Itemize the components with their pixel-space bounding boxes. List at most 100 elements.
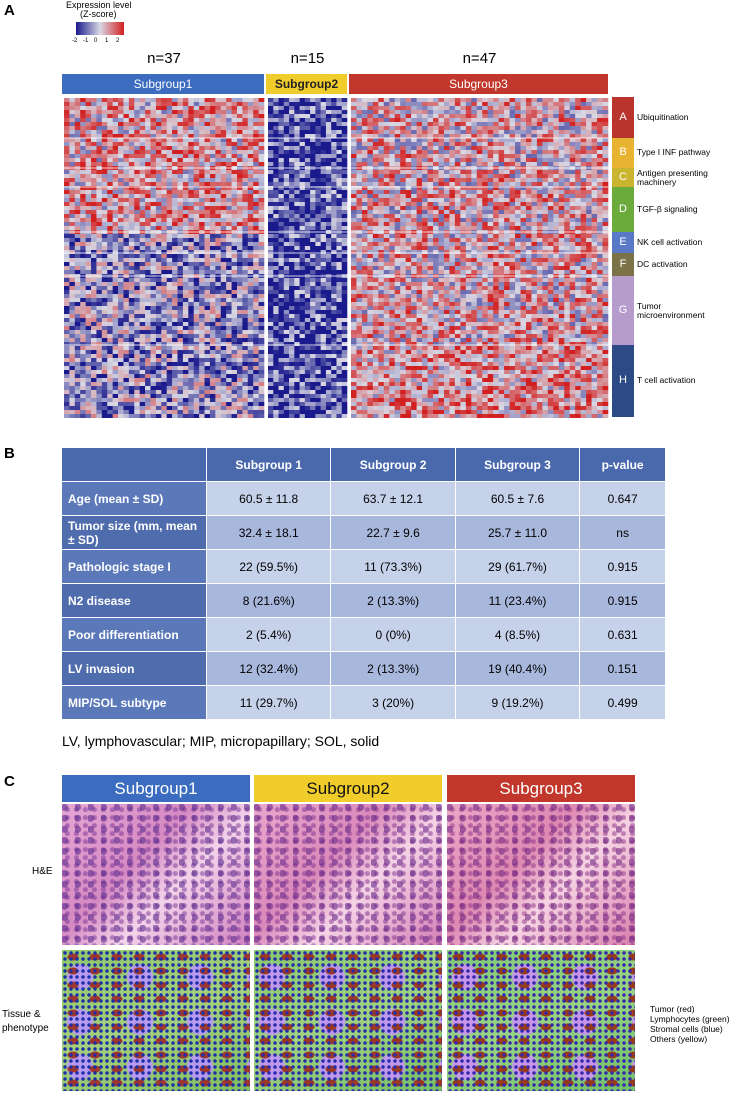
heatmap-cell: [488, 142, 494, 146]
heatmap-cell: [294, 206, 300, 210]
heatmap-cell: [253, 270, 259, 274]
heatmap-cell: [493, 114, 499, 118]
heatmap-cell: [69, 130, 75, 134]
heatmap-cell: [342, 138, 348, 142]
heatmap-cell: [433, 134, 439, 138]
heatmap-cell: [69, 174, 75, 178]
heatmap-cell: [102, 98, 108, 102]
heatmap-cell: [156, 146, 162, 150]
heatmap-cell: [167, 226, 173, 230]
heatmap-cell: [575, 154, 581, 158]
heatmap-cell: [107, 122, 113, 126]
heatmap-cell: [75, 98, 81, 102]
heatmap-cell: [586, 198, 592, 202]
heatmap-cell: [140, 210, 146, 214]
heatmap-cell: [167, 278, 173, 282]
heatmap-cell: [273, 278, 279, 282]
heatmap-cell: [362, 170, 368, 174]
heatmap-cell: [603, 118, 609, 122]
heatmap-cell: [156, 282, 162, 286]
heatmap-cell: [199, 126, 205, 130]
heatmap-cell: [356, 134, 362, 138]
heatmap-cell: [575, 122, 581, 126]
heatmap-cell: [75, 290, 81, 294]
heatmap-cell: [145, 142, 151, 146]
heatmap-cell: [64, 134, 70, 138]
heatmap-cell: [118, 102, 124, 106]
heatmap-cell: [542, 266, 548, 270]
heatmap-cell: [504, 202, 510, 206]
heatmap-cell: [315, 98, 321, 102]
heatmap-cell: [205, 222, 211, 226]
heatmap-cell: [80, 254, 86, 258]
heatmap-cell: [482, 198, 488, 202]
heatmap-cell: [488, 258, 494, 262]
heatmap-cell: [356, 126, 362, 130]
heatmap-cell: [553, 142, 559, 146]
heatmap-cell: [167, 154, 173, 158]
heatmap-cell: [592, 246, 598, 250]
heatmap-cell: [194, 218, 200, 222]
heatmap-cell: [444, 150, 450, 154]
heatmap-cell: [64, 130, 70, 134]
heatmap-cell: [581, 178, 587, 182]
heatmap-cell: [134, 266, 140, 270]
heatmap-cell: [199, 286, 205, 290]
heatmap-cell: [232, 126, 238, 130]
heatmap-cell: [300, 282, 306, 286]
heatmap-cell: [188, 162, 194, 166]
heatmap-cell: [336, 154, 342, 158]
heatmap-cell: [140, 206, 146, 210]
heatmap-cell: [75, 150, 81, 154]
heatmap-cell: [172, 158, 178, 162]
heatmap-cell: [305, 190, 311, 194]
heatmap-cell: [210, 122, 216, 126]
heatmap-cell: [504, 270, 510, 274]
heatmap-cell: [455, 286, 461, 290]
heatmap-cell: [91, 246, 97, 250]
heatmap-cell: [237, 198, 243, 202]
heatmap-cell: [400, 190, 406, 194]
heatmap-cell: [400, 178, 406, 182]
heatmap-cell: [289, 294, 295, 298]
heatmap-cell: [268, 214, 274, 218]
heatmap-cell: [305, 282, 311, 286]
heatmap-cell: [384, 222, 390, 226]
heatmap-cell: [331, 270, 337, 274]
heatmap-cell: [156, 214, 162, 218]
heatmap-cell: [537, 98, 543, 102]
heatmap-cell: [326, 110, 332, 114]
heatmap-cell: [389, 158, 395, 162]
heatmap-cell: [118, 138, 124, 142]
heatmap-cell: [156, 126, 162, 130]
heatmap-cell: [389, 278, 395, 282]
heatmap-cell: [91, 126, 97, 130]
heatmap-cell: [215, 126, 221, 130]
heatmap-cell: [356, 130, 362, 134]
heatmap-cell: [178, 266, 184, 270]
heatmap-cell: [444, 282, 450, 286]
heatmap-cell: [279, 262, 285, 266]
heatmap-cell: [326, 258, 332, 262]
heatmap-cell: [570, 246, 576, 250]
heatmap-cell: [433, 158, 439, 162]
heatmap-cell: [417, 174, 423, 178]
heatmap-cell: [75, 238, 81, 242]
heatmap-cell: [284, 290, 290, 294]
heatmap-cell: [455, 110, 461, 114]
heatmap-cell: [417, 202, 423, 206]
heatmap-cell: [433, 102, 439, 106]
heatmap-cell: [531, 242, 537, 246]
heatmap-cell: [466, 286, 472, 290]
heatmap-cell: [438, 194, 444, 198]
heatmap-cell: [69, 266, 75, 270]
heatmap-cell: [433, 130, 439, 134]
heatmap-cell: [570, 286, 576, 290]
heatmap-cell: [253, 214, 259, 218]
heatmap-cell: [526, 182, 532, 186]
heatmap-cell: [433, 142, 439, 146]
heatmap-cell: [194, 206, 200, 210]
heatmap-cell: [161, 130, 167, 134]
heatmap-cell: [248, 182, 254, 186]
heatmap-cell: [178, 190, 184, 194]
